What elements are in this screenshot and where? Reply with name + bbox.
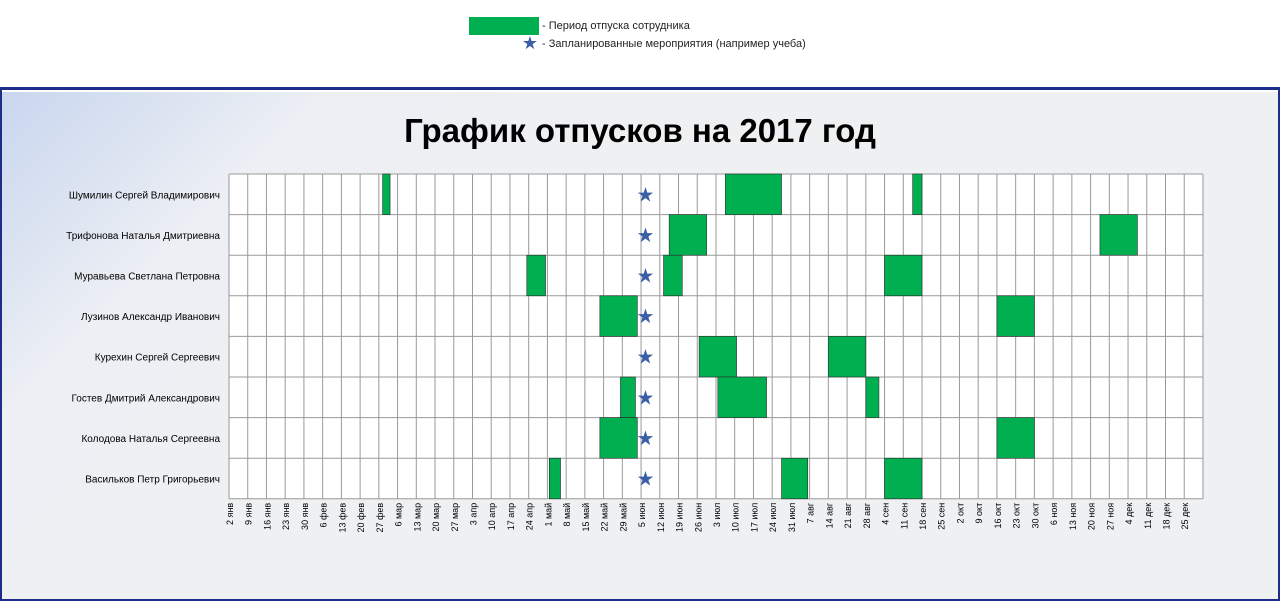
x-tick-label: 20 ноя — [1087, 503, 1097, 530]
employee-label: Муравьева Светлана Петровна — [74, 272, 220, 283]
event-star-icon: ★ — [636, 426, 654, 450]
event-star-icon: ★ — [636, 304, 654, 328]
x-tick-label: 10 апр — [487, 503, 497, 530]
vacation-bar — [382, 173, 391, 215]
x-tick-label: 28 авг — [862, 502, 872, 528]
event-star-icon: ★ — [636, 345, 654, 369]
employee-label: Колодова Наталья Сергеевна — [81, 434, 220, 445]
x-tick-label: 20 мар — [431, 503, 441, 532]
x-tick-label: 19 июн — [675, 503, 685, 532]
x-tick-label: 1 май — [543, 503, 553, 527]
x-tick-label: 25 сен — [937, 503, 947, 530]
vacation-bar — [599, 295, 638, 337]
x-tick-label: 20 фев — [356, 503, 366, 533]
x-tick-label: 7 авг — [806, 502, 816, 523]
x-tick-label: 8 май — [562, 503, 572, 527]
x-tick-label: 26 июн — [693, 503, 703, 532]
employee-label: Васильков Петр Григорьевич — [85, 475, 220, 486]
vacation-bar — [884, 457, 923, 500]
vacation-bar — [912, 173, 923, 215]
x-tick-label: 30 янв — [300, 503, 310, 530]
x-tick-label: 27 ноя — [1105, 503, 1115, 530]
x-tick-label: 23 янв — [281, 503, 291, 530]
star-icon: ★ — [521, 33, 539, 54]
x-tick-label: 31 июл — [787, 503, 797, 532]
event-star-icon: ★ — [636, 182, 654, 206]
x-tick-label: 17 июл — [749, 503, 759, 532]
x-tick-label: 6 ноя — [1049, 503, 1059, 525]
x-tick-label: 30 окт — [1030, 503, 1040, 529]
vacation-bar — [828, 336, 867, 378]
employee-label: Лузинов Александр Иванович — [81, 312, 220, 323]
x-tick-label: 23 окт — [1012, 503, 1022, 529]
vacation-bar — [725, 173, 782, 215]
employee-label: Шумилин Сергей Владимирович — [69, 190, 220, 201]
event-star-icon: ★ — [636, 385, 654, 409]
vacation-bar — [599, 417, 638, 459]
vacation-bar — [668, 214, 707, 256]
x-tick-label: 12 июн — [656, 503, 666, 532]
legend-item-event: ★ - Запланированные мероприятия (наприме… — [469, 35, 806, 53]
x-tick-label: 16 окт — [993, 503, 1003, 529]
x-tick-label: 24 июл — [768, 503, 778, 532]
vacation-bar — [1099, 214, 1138, 256]
x-tick-label: 24 апр — [525, 503, 535, 530]
x-tick-label: 18 дек — [1162, 503, 1172, 530]
x-tick-label: 27 мар — [450, 503, 460, 532]
x-tick-label: 15 май — [581, 503, 591, 532]
x-tick-label: 18 сен — [918, 503, 928, 530]
vacation-bar — [865, 376, 880, 418]
x-tick-label: 22 май — [600, 503, 610, 532]
vacation-bar — [717, 376, 767, 418]
event-star-icon: ★ — [636, 264, 654, 288]
x-tick-label: 11 сен — [899, 503, 909, 529]
x-tick-label: 13 фев — [337, 503, 347, 533]
vacation-bar — [548, 457, 561, 500]
legend-vacation-label: - Период отпуска сотрудника — [542, 20, 690, 32]
x-tick-label: 6 фев — [319, 503, 329, 528]
event-star-icon: ★ — [636, 467, 654, 491]
x-tick-label: 29 май — [618, 503, 628, 532]
x-tick-label: 13 ноя — [1068, 503, 1078, 530]
x-tick-label: 14 авг — [824, 502, 834, 528]
x-tick-label: 2 янв — [225, 503, 235, 525]
x-tick-label: 16 янв — [262, 503, 272, 530]
x-tick-label: 9 янв — [244, 503, 254, 525]
vacation-bar — [884, 254, 923, 297]
event-star-icon: ★ — [636, 223, 654, 247]
vacation-bar — [781, 457, 809, 500]
x-tick-label: 2 окт — [955, 503, 965, 524]
x-tick-label: 27 фев — [375, 503, 385, 533]
vacation-bar — [663, 254, 683, 297]
employee-label: Курехин Сергей Сергеевич — [95, 353, 220, 364]
vacation-bar — [620, 376, 636, 418]
employee-label: Трифонова Наталья Дмитриевна — [66, 230, 220, 242]
x-tick-label: 4 дек — [1124, 503, 1134, 525]
x-tick-label: 4 сен — [881, 503, 891, 525]
x-tick-label: 9 окт — [974, 503, 984, 524]
x-tick-label: 11 дек — [1143, 503, 1153, 529]
x-tick-label: 3 июл — [712, 503, 722, 527]
x-tick-label: 5 июн — [637, 503, 647, 527]
x-tick-label: 21 авг — [843, 502, 853, 528]
x-tick-label: 13 мар — [412, 503, 422, 532]
vacation-bar — [526, 254, 546, 297]
legend-header: - Период отпуска сотрудника ★ - Запланир… — [0, 0, 1280, 90]
legend-item-vacation: - Период отпуска сотрудника — [469, 17, 690, 35]
x-tick-label: 17 апр — [506, 503, 516, 530]
x-tick-label: 10 июл — [731, 503, 741, 532]
chart-title: График отпусков на 2017 год — [404, 112, 876, 149]
vacation-bar — [698, 336, 737, 378]
vacation-bar — [996, 295, 1035, 337]
vacation-swatch — [469, 17, 539, 35]
legend-event-label: - Запланированные мероприятия (например … — [542, 38, 806, 50]
employee-label: Гостев Дмитрий Александрович — [72, 393, 220, 404]
x-tick-label: 3 апр — [468, 503, 478, 525]
x-tick-label: 6 мар — [394, 503, 404, 527]
vacation-bar — [996, 417, 1035, 459]
x-tick-label: 25 дек — [1180, 503, 1190, 530]
